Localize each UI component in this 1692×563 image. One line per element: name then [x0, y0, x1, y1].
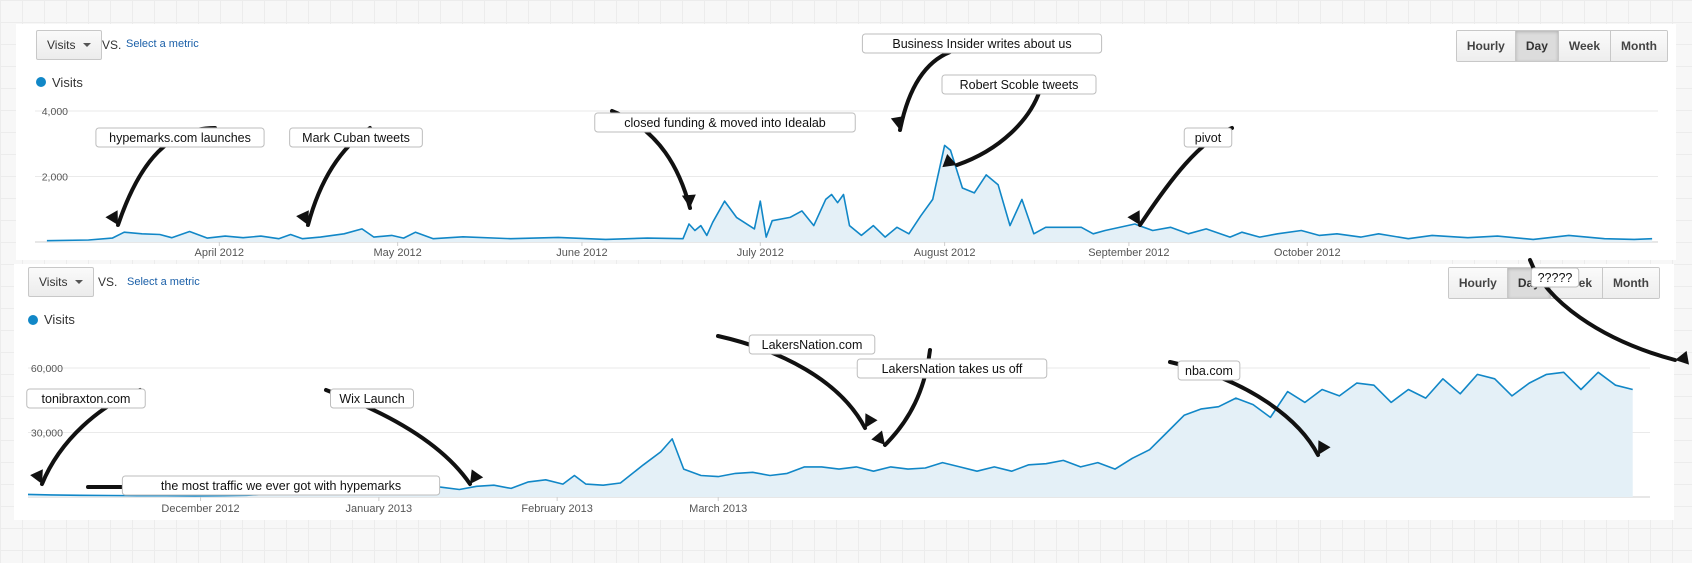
- y-tick-label: 4,000: [42, 106, 68, 118]
- legend-dot: [28, 315, 38, 325]
- annotation-box: [856, 358, 1048, 379]
- x-tick-label: February 2013: [521, 503, 593, 515]
- annotation-box: [1177, 360, 1241, 381]
- annotation-box: [95, 127, 265, 148]
- chart-2: 60,000 30,000 December 2012 January 2013 Feb…: [26, 258, 1690, 515]
- annotation-arrow: [898, 50, 952, 132]
- series-area: [28, 372, 1633, 497]
- metric-dropdown-label: Visits: [47, 38, 76, 52]
- arrowhead: [1675, 350, 1690, 365]
- arrowhead: [681, 194, 696, 208]
- metric-dropdown-label: Visits: [39, 275, 68, 289]
- x-tick-label: July 2012: [737, 247, 784, 259]
- series-line: [46, 144, 1653, 242]
- chevron-down-icon: [83, 43, 92, 47]
- annotation: the most traffic we ever got with hypema…: [86, 475, 441, 496]
- y-tick-label: 30,000: [31, 428, 63, 440]
- arrowhead: [1318, 440, 1331, 455]
- annotation-label: tonibraxton.com: [42, 392, 131, 406]
- x-tick-label: September 2012: [1088, 247, 1169, 259]
- arrowhead: [890, 115, 905, 130]
- arrowhead: [30, 469, 43, 484]
- annotation-arrow: [716, 334, 867, 430]
- annotation-label: hypemarks.com launches: [109, 131, 251, 145]
- hourly-button[interactable]: Hourly: [1448, 268, 1507, 298]
- annotation-box: [941, 74, 1097, 95]
- y-tick-label: 60,000: [31, 363, 63, 375]
- annotation: Business Insider writes about us: [861, 33, 1103, 132]
- annotation-box: [594, 112, 856, 133]
- metric-dropdown[interactable]: Visits: [28, 267, 95, 297]
- vs-label: VS.: [98, 275, 118, 289]
- annotation-label: Robert Scoble tweets: [960, 78, 1079, 92]
- x-tick-label: May 2012: [373, 247, 421, 259]
- granularity-buttons: Hourly Day Week Month: [1455, 30, 1668, 62]
- arrowhead: [470, 469, 484, 484]
- x-tick-label: March 2013: [689, 503, 747, 515]
- chart-1: 4,000 2,000 April 2012 May 2012 June 2012 Jul…: [35, 33, 1658, 259]
- annotation: tonibraxton.com: [26, 388, 146, 486]
- chevron-down-icon: [75, 280, 84, 284]
- annotation-box: [748, 334, 876, 355]
- day-button[interactable]: Day: [1514, 31, 1558, 61]
- annotation: Mark Cuban tweets: [289, 126, 423, 227]
- x-tick-label: April 2012: [195, 247, 245, 259]
- x-tick-label: January 2013: [346, 503, 413, 515]
- annotation: nba.com: [1168, 360, 1331, 457]
- select-metric-link[interactable]: Select a metric: [127, 276, 200, 288]
- annotation-box: [330, 388, 414, 409]
- legend-label: Visits: [52, 75, 83, 90]
- annotation-box: [26, 388, 146, 409]
- annotation: pivot: [1127, 126, 1234, 227]
- week-button[interactable]: Week: [1557, 31, 1611, 61]
- annotation-box: [1183, 127, 1233, 148]
- arrowhead: [865, 413, 878, 428]
- annotation-label: closed funding & moved into Idealab: [624, 116, 826, 130]
- annotation-label: the most traffic we ever got with hypema…: [161, 479, 401, 493]
- annotation-label: Mark Cuban tweets: [302, 131, 410, 145]
- legend-dot: [36, 77, 46, 87]
- annotation-label: Business Insider writes about us: [892, 37, 1071, 51]
- arrowhead: [871, 430, 885, 445]
- annotation: closed funding & moved into Idealab: [594, 109, 856, 210]
- annotation-box: [289, 127, 423, 148]
- month-button[interactable]: Month: [1602, 268, 1659, 298]
- x-tick-label: August 2012: [914, 247, 976, 259]
- annotation-label: ?????: [1538, 271, 1573, 285]
- arrowhead: [942, 153, 957, 168]
- annotation-box: [861, 33, 1103, 54]
- annotation-box: [121, 475, 441, 496]
- metric-dropdown[interactable]: Visits: [36, 30, 103, 60]
- arrowhead: [105, 210, 118, 225]
- x-tick-label: October 2012: [1274, 247, 1341, 259]
- annotation-arrow: [955, 88, 1042, 167]
- x-tick-label: December 2012: [161, 503, 239, 515]
- annotation: LakersNation.com: [716, 334, 878, 430]
- x-tick-label: June 2012: [556, 247, 607, 259]
- annotation-label: LakersNation takes us off: [882, 362, 1023, 376]
- annotation-box: [1530, 267, 1580, 288]
- annotation: Wix Launch: [324, 388, 484, 486]
- y-tick-label: 2,000: [42, 172, 68, 184]
- annotation-label: pivot: [1195, 131, 1222, 145]
- select-metric-link[interactable]: Select a metric: [126, 38, 199, 50]
- vs-label: VS.: [102, 38, 122, 52]
- annotation: Robert Scoble tweets: [941, 74, 1097, 168]
- annotation: ?????: [1528, 258, 1690, 365]
- annotation: hypemarks.com launches: [95, 126, 265, 227]
- arrowhead: [296, 210, 309, 225]
- legend-label: Visits: [44, 312, 75, 327]
- hourly-button[interactable]: Hourly: [1456, 31, 1515, 61]
- annotation-label: LakersNation.com: [762, 338, 863, 352]
- annotation: LakersNation takes us off: [856, 348, 1048, 447]
- month-button[interactable]: Month: [1610, 31, 1667, 61]
- series-area: [46, 145, 1653, 242]
- arrowhead: [1127, 210, 1140, 225]
- annotation-label: nba.com: [1185, 364, 1233, 378]
- annotation-label: Wix Launch: [339, 392, 404, 406]
